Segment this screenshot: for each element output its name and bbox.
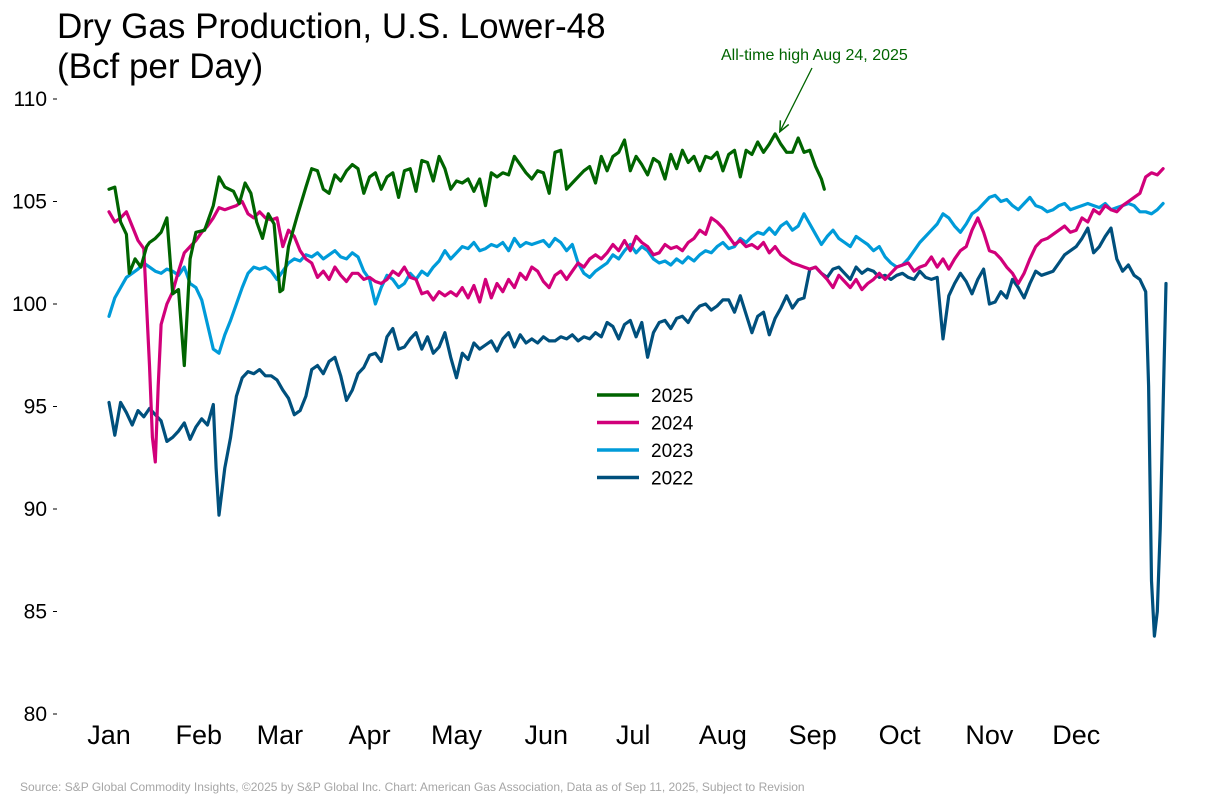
- y-axis: 80 85 90 95 100 105 110: [12, 88, 57, 726]
- chart-title-line-2: (Bcf per Day): [57, 47, 263, 86]
- series-line-2022: [107, 226, 1168, 638]
- chart-title-line-1: Dry Gas Production, U.S. Lower-48: [57, 7, 606, 46]
- legend-label-2025: 2025: [651, 386, 693, 407]
- x-tick-label: May: [431, 720, 483, 750]
- series-line-2025: [107, 132, 826, 368]
- x-tick-label: Oct: [879, 720, 922, 750]
- x-tick-label: Jan: [87, 720, 131, 750]
- annotation-label: All-time high Aug 24, 2025: [721, 47, 908, 64]
- legend-label-2023: 2023: [651, 441, 693, 462]
- y-tick-label: 85: [24, 601, 47, 624]
- x-tick-label: Mar: [257, 720, 304, 750]
- source-note: Source: S&P Global Commodity Insights, ©…: [20, 780, 805, 794]
- x-tick-label: Feb: [176, 720, 223, 750]
- legend-label-2024: 2024: [651, 414, 694, 435]
- y-tick-label: 95: [24, 396, 47, 419]
- annotation: All-time high Aug 24, 2025: [721, 47, 908, 132]
- y-tick-label: 105: [12, 191, 47, 214]
- series-line-2024: [107, 167, 1165, 464]
- x-tick-label: Jul: [616, 720, 651, 750]
- y-tick-label: 100: [12, 293, 47, 316]
- y-tick-label: 110: [14, 88, 47, 111]
- legend-label-2022: 2022: [651, 469, 693, 490]
- x-tick-label: Jun: [525, 720, 569, 750]
- x-tick-label: Aug: [699, 720, 747, 750]
- legend: 2025 2024 2023 2022: [597, 386, 694, 490]
- x-tick-label: Sep: [789, 720, 837, 750]
- series-lines: [107, 132, 1168, 638]
- x-tick-label: Dec: [1052, 720, 1100, 750]
- annotation-arrow: [780, 67, 813, 132]
- x-axis: Jan Feb Mar Apr May Jun Jul Aug Sep Oct Nov Dec: [87, 720, 1100, 750]
- x-tick-label: Apr: [349, 720, 391, 750]
- y-tick-label: 90: [24, 498, 47, 521]
- y-tick-label: 80: [24, 703, 47, 726]
- x-tick-label: Nov: [965, 720, 1014, 750]
